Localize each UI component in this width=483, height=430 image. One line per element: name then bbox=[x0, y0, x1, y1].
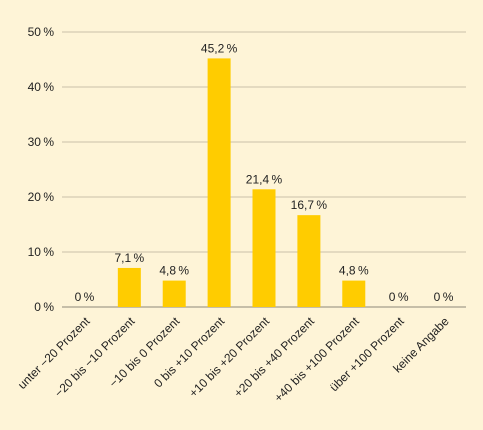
data-labels: 0 % 7,1 % 4,8 % 45,2 % 21,4 % 16,7 % 4,8 % 0 % 0… bbox=[75, 41, 454, 304]
bar bbox=[117, 267, 141, 307]
y-tick-label: 50 % bbox=[28, 25, 55, 39]
bar bbox=[342, 280, 366, 307]
data-label: 16,7 % bbox=[291, 198, 328, 212]
bar bbox=[207, 58, 231, 308]
y-tick-label: 10 % bbox=[28, 245, 55, 259]
data-label: 0 % bbox=[75, 290, 95, 304]
data-label: 0 % bbox=[434, 290, 454, 304]
bar bbox=[252, 189, 276, 307]
data-label: 4,8 % bbox=[159, 264, 189, 278]
y-tick-label: 30 % bbox=[28, 135, 55, 149]
data-label: 7,1 % bbox=[114, 251, 144, 265]
y-tick-label: 0 % bbox=[34, 300, 54, 314]
bar bbox=[162, 280, 186, 307]
data-label: 45,2 % bbox=[201, 41, 238, 55]
bar bbox=[297, 215, 321, 307]
category-label: −20 bis −10 Prozent bbox=[52, 314, 138, 400]
bars bbox=[117, 58, 366, 308]
data-label: 4,8 % bbox=[339, 264, 369, 278]
data-label: 0 % bbox=[389, 290, 409, 304]
category-label: +20 bis +40 Prozent bbox=[231, 314, 317, 400]
x-axis-category-labels: unter −20 Prozent−20 bis −10 Prozent−10 … bbox=[15, 314, 452, 405]
category-label: +40 bis +100 Prozent bbox=[271, 314, 362, 405]
y-tick-label: 20 % bbox=[28, 190, 55, 204]
category-label: +10 bis +20 Prozent bbox=[186, 314, 272, 400]
data-label: 21,4 % bbox=[246, 172, 283, 186]
category-label: über +100 Prozent bbox=[327, 314, 407, 394]
y-tick-label: 40 % bbox=[28, 80, 55, 94]
y-axis-tick-labels: 0 % 10 % 20 % 30 % 40 % 50 % bbox=[28, 25, 55, 314]
